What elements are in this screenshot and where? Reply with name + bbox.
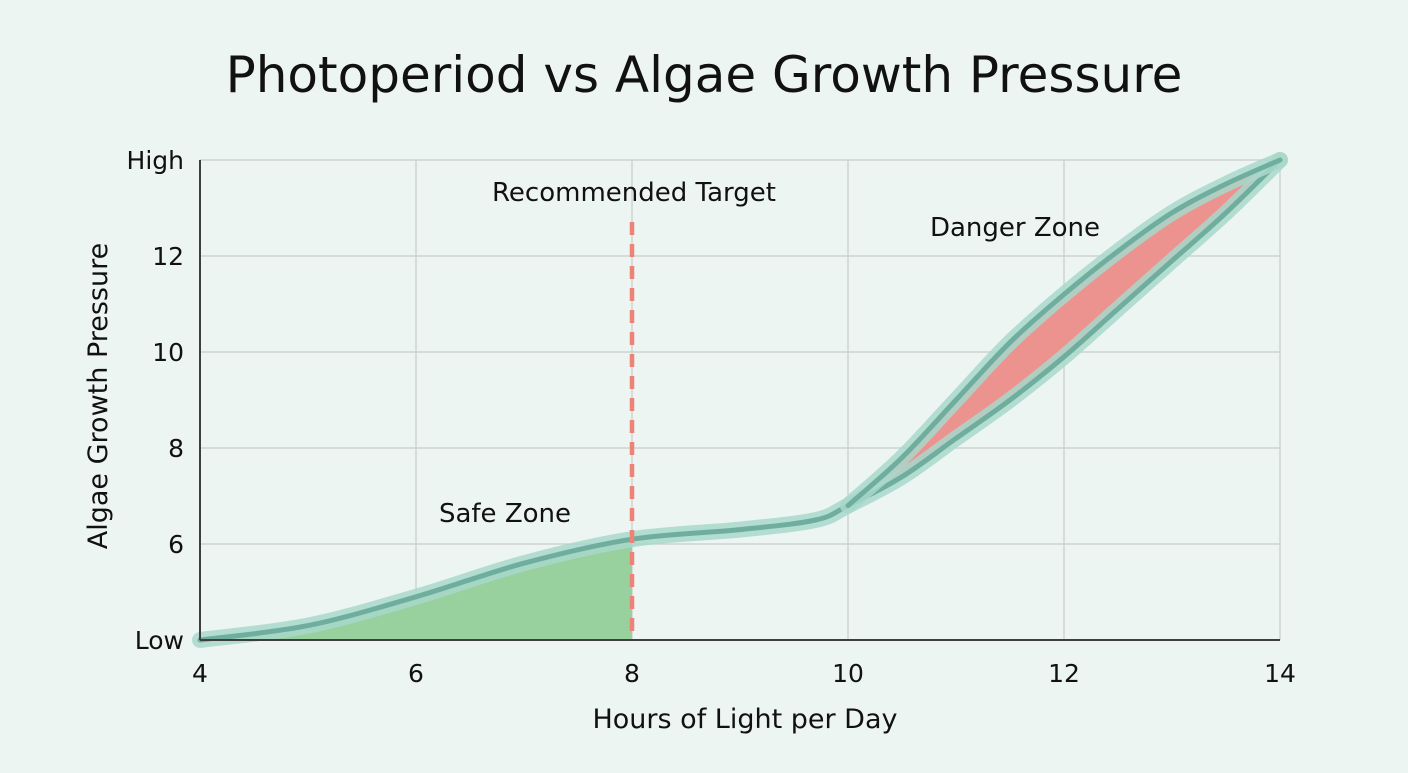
y-tick-label: 8 [168,434,184,463]
growth-curve-glow [192,152,1288,648]
chart-title: Photoperiod vs Algae Growth Pressure [226,46,1183,104]
danger-zone-area [848,160,1280,506]
danger-zone-label: Danger Zone [930,213,1100,243]
target-label: Recommended Target [492,178,776,208]
x-tick-label: 4 [192,659,208,688]
x-tick-label: 6 [408,659,424,688]
y-axis-label: Algae Growth Pressure [83,243,114,549]
axes [199,160,1280,641]
zone-fills [200,160,1280,640]
x-tick-label: 12 [1048,659,1080,688]
x-tick-label: 8 [624,659,640,688]
x-tick-label: 10 [832,659,864,688]
y-tick-label: 10 [152,338,184,367]
upper-growth-curve [845,157,1283,509]
growth-curve [197,157,1283,643]
curves [192,152,1288,648]
safe-zone-label: Safe Zone [439,499,571,529]
x-tick-label: 14 [1264,659,1296,688]
grid [199,159,1281,641]
y-tick-label: 6 [168,530,184,559]
labels: 4 6 8 10 12 14 Low 6 8 10 12 High Hours of Light per… [83,146,1296,735]
y-tick-label: 12 [152,242,184,271]
y-tick-label: Low [135,626,184,655]
y-tick-label: High [127,146,184,175]
x-axis-label: Hours of Light per Day [592,704,897,735]
